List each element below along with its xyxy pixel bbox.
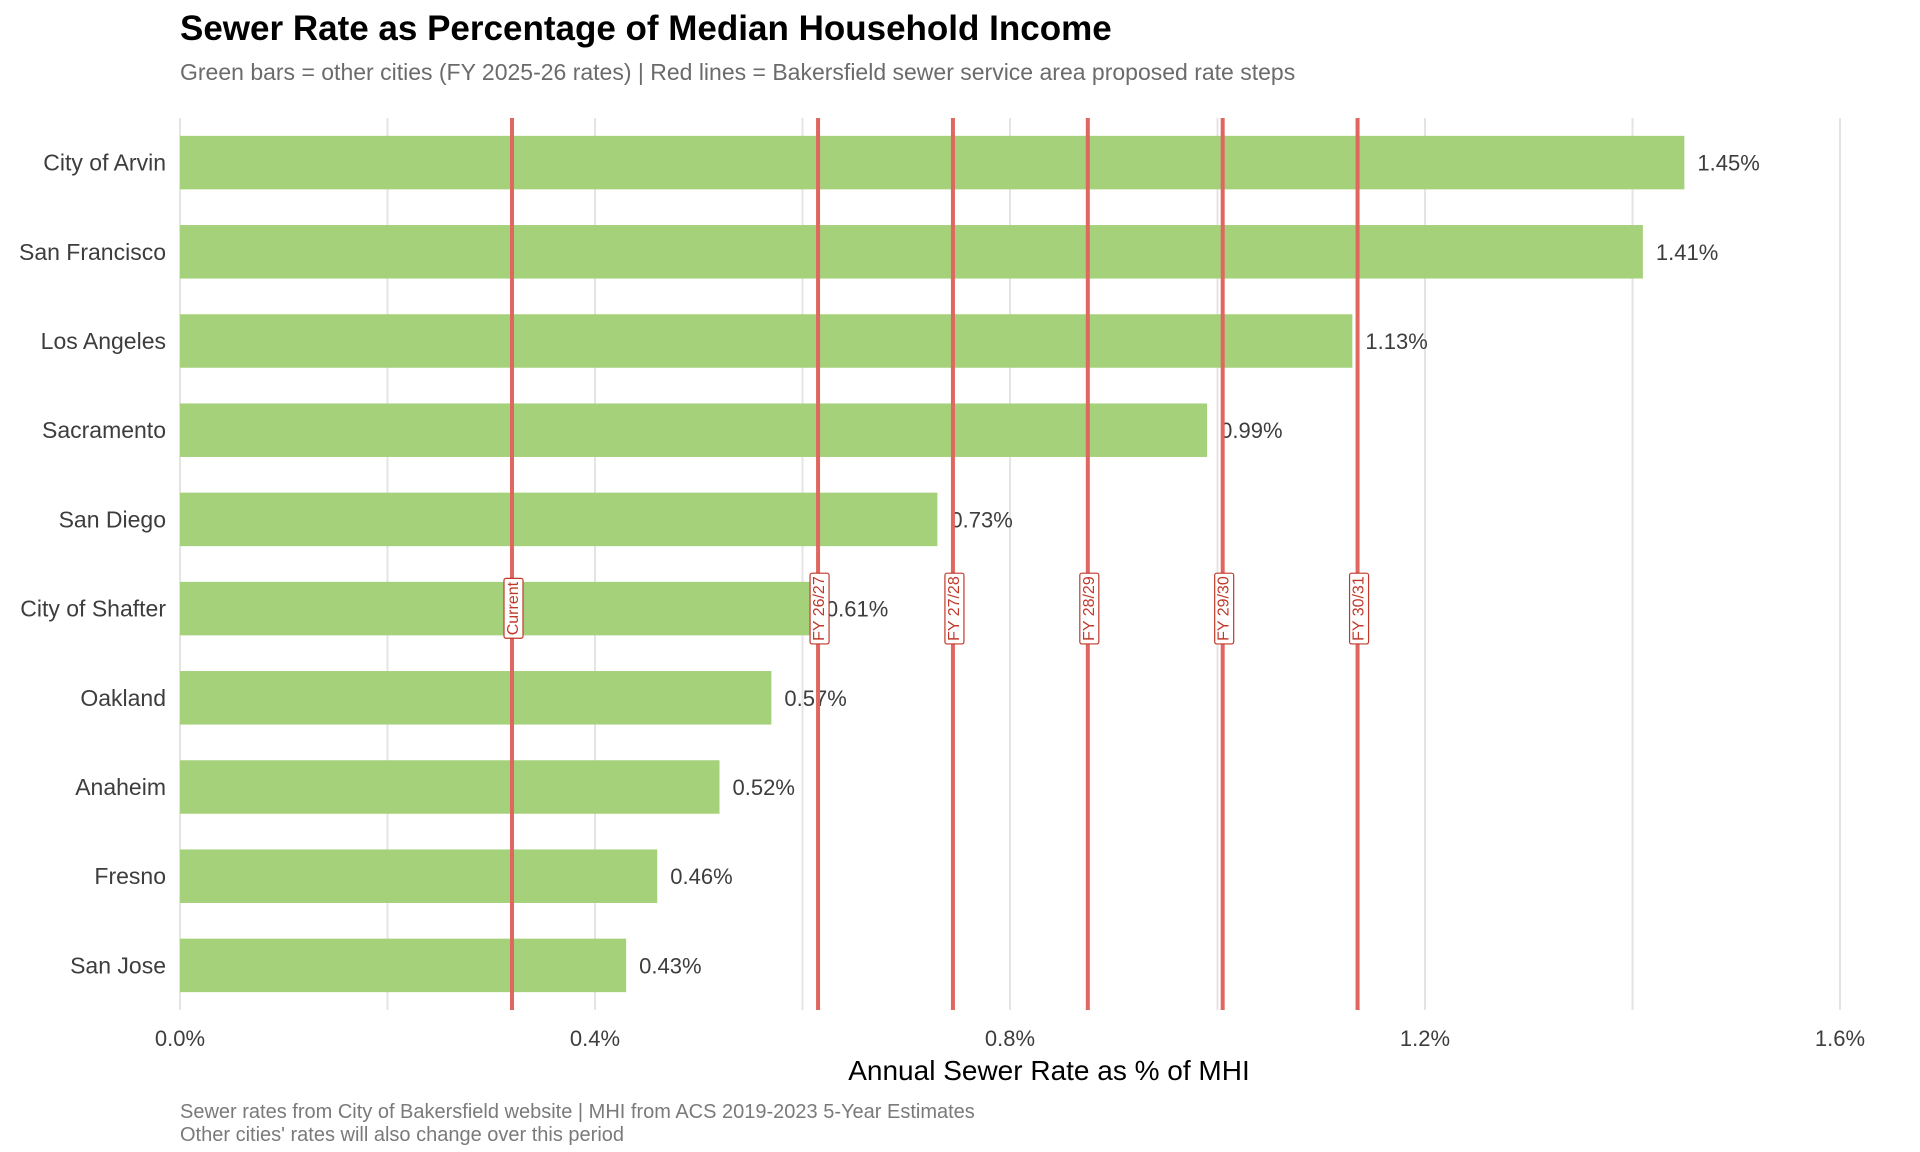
reference-label-text: FY 26/27 (811, 576, 828, 641)
y-tick-label: City of Shafter (20, 596, 166, 622)
y-tick-label: Oakland (80, 685, 166, 711)
data-label: 0.57% (784, 686, 846, 711)
y-tick-label: Sacramento (42, 417, 166, 443)
reference-label-box (944, 572, 965, 645)
x-tick-label: 0.0% (155, 1026, 205, 1051)
y-tick-label: San Jose (70, 952, 166, 978)
bar (180, 135, 1685, 190)
data-label: 0.43% (639, 953, 701, 978)
reference-line-label: FY 30/31 (1348, 572, 1370, 645)
x-tick-label: 1.2% (1400, 1026, 1450, 1051)
reference-label-box (809, 572, 830, 645)
bar (180, 760, 720, 814)
reference-lines: Current FY 26/27 FY 27/28 FY 28/29 FY 29/30 F… (503, 118, 1370, 1010)
bar (180, 403, 1208, 457)
reference-label-box (1348, 572, 1370, 645)
data-label: 1.41% (1656, 240, 1718, 265)
data-label: 1.13% (1365, 329, 1427, 354)
reference-label-text: FY 27/28 (946, 576, 963, 641)
data-label: 0.99% (1220, 418, 1282, 443)
reference-line-label: FY 26/27 (809, 572, 830, 645)
data-label: 1.45% (1697, 151, 1759, 176)
x-axis-labels: 0.0% 0.4% 0.8% 1.2% 1.6% (155, 1026, 1865, 1051)
chart-title: Sewer Rate as Percentage of Median House… (180, 9, 1112, 48)
chart-subtitle: Green bars = other cities (FY 2025-26 ra… (180, 59, 1295, 85)
x-tick-label: 0.4% (570, 1026, 620, 1051)
y-tick-label: San Diego (59, 506, 166, 532)
reference-label-text: Current (505, 581, 522, 635)
y-tick-label: City of Arvin (43, 150, 166, 176)
bar (180, 938, 627, 993)
data-label: 0.61% (826, 597, 888, 622)
y-axis-labels: City of Arvin San Francisco Los Angeles Sac… (19, 150, 166, 979)
reference-label-text: FY 29/30 (1216, 576, 1233, 641)
bar (180, 581, 813, 636)
reference-label-box (1214, 572, 1235, 645)
reference-line-label: FY 29/30 (1214, 572, 1235, 645)
bar (180, 849, 658, 903)
bar (180, 671, 772, 725)
bar (180, 225, 1643, 279)
reference-label-box (503, 577, 524, 639)
bar-series: 1.45% 1.41% 1.13% 0.99% 0.73% 0.61% 0.57% 0.52%… (180, 135, 1760, 993)
caption-line-2: Other cities' rates will also change ove… (180, 1124, 624, 1146)
y-tick-label: San Francisco (19, 239, 166, 265)
data-label: 0.73% (950, 507, 1012, 532)
bar (180, 314, 1353, 368)
caption-line-1: Sewer rates from City of Bakersfield web… (180, 1101, 975, 1123)
reference-line-label: FY 28/29 (1079, 572, 1100, 645)
x-tick-label: 0.8% (985, 1026, 1035, 1051)
y-tick-label: Fresno (94, 863, 166, 889)
reference-label-text: FY 28/29 (1081, 576, 1098, 641)
data-label: 0.52% (733, 775, 795, 800)
reference-line-label: Current (503, 577, 524, 639)
reference-label-box (1079, 572, 1100, 645)
reference-label-text: FY 30/31 (1351, 576, 1368, 641)
x-tick-label: 1.6% (1815, 1026, 1865, 1051)
x-axis-title: Annual Sewer Rate as % of MHI (848, 1055, 1250, 1086)
reference-line-label: FY 27/28 (944, 572, 965, 645)
y-tick-label: Los Angeles (41, 328, 166, 354)
y-tick-label: Anaheim (75, 774, 166, 800)
bar (180, 492, 938, 547)
data-label: 0.46% (670, 864, 732, 889)
